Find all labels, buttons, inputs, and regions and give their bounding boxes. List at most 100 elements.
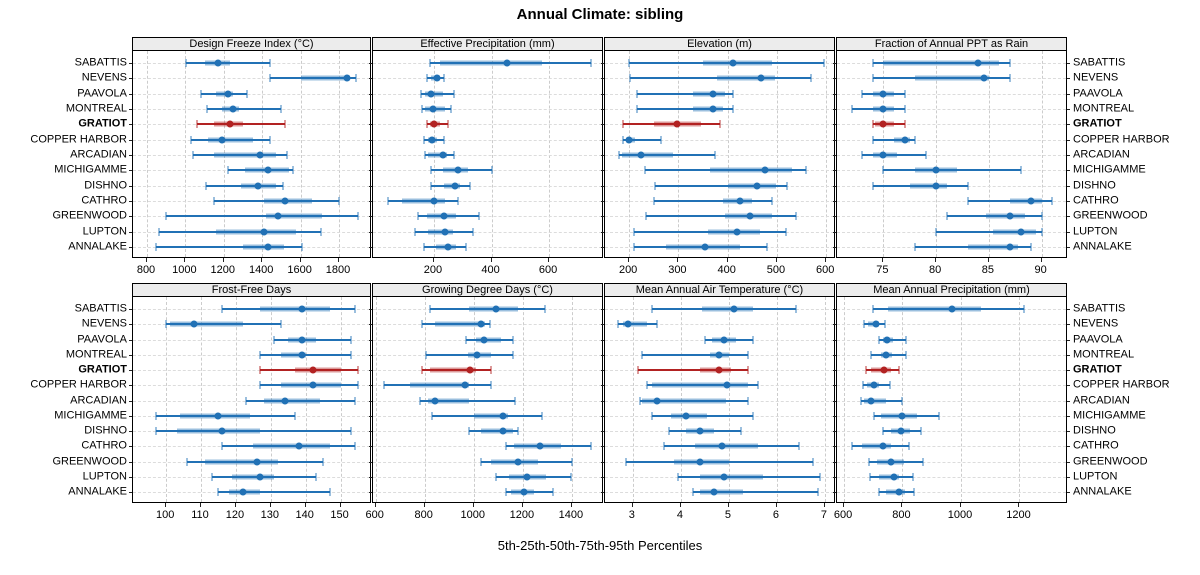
median-dot (218, 427, 226, 435)
median-dot (190, 320, 198, 328)
row-tick-right (1067, 216, 1070, 218)
median-dot (1006, 243, 1014, 251)
whisker-endcap (386, 197, 389, 205)
whisker-endcap (652, 197, 655, 205)
whisker-endcap (425, 74, 428, 83)
percentile-whisker (246, 399, 355, 402)
median-dot (720, 473, 728, 481)
row-tick-left (833, 324, 836, 326)
whisker-endcap (747, 366, 750, 374)
site-label-left: NEVENS (81, 71, 127, 84)
whisker-endcap (420, 105, 423, 113)
whisker-endcap (1051, 197, 1054, 205)
x-axis-label: 5th-25th-50th-75th-95th Percentiles (497, 538, 703, 553)
percentile-whisker (872, 138, 916, 141)
axis-tick (631, 503, 633, 507)
panel-title: Elevation (m) (604, 37, 835, 51)
whisker-endcap (337, 197, 340, 205)
row-tick-left (369, 492, 372, 493)
site-label-right: GRATIOT (1073, 363, 1122, 376)
median-dot (523, 473, 530, 481)
row-tick-left (601, 78, 604, 80)
whisker-endcap (904, 350, 907, 359)
whisker-endcap (628, 59, 631, 67)
median-dot (880, 366, 888, 374)
row-tick-left (601, 201, 604, 202)
site-label-right: MONTREAL (1073, 102, 1135, 115)
percentile-whisker (422, 369, 491, 371)
row-tick-left (833, 78, 836, 80)
gridline-vertical (166, 297, 168, 502)
row-tick-left (601, 324, 604, 326)
whisker-endcap (635, 89, 638, 98)
iqr-band (253, 443, 331, 449)
whisker-endcap (430, 181, 433, 190)
whisker-endcap (651, 411, 654, 420)
whisker-endcap (655, 320, 658, 329)
axis-tick-label: 600 (833, 509, 853, 521)
whisker-endcap (966, 181, 969, 190)
whisker-endcap (422, 135, 425, 144)
axis-tick (261, 258, 263, 262)
whisker-endcap (645, 212, 648, 221)
whisker-endcap (624, 457, 627, 466)
site-label-right: MONTREAL (1073, 348, 1135, 361)
whisker-endcap (465, 243, 468, 251)
row-tick-left (833, 216, 836, 218)
median-dot (428, 136, 436, 144)
whisker-endcap (639, 396, 642, 405)
gridline-vertical (201, 297, 203, 502)
panel-7 (836, 297, 1067, 503)
median-dot (932, 166, 940, 174)
site-label-right: PAAVOLA (1073, 333, 1123, 345)
axis-tick-label: 500 (766, 264, 786, 276)
axis-tick (548, 258, 550, 262)
whisker-endcap (357, 366, 360, 374)
row-tick-left (369, 155, 372, 156)
row-tick-right (1067, 446, 1070, 448)
whisker-endcap (259, 381, 262, 390)
iqr-band (700, 367, 732, 373)
percentile-whisker (466, 338, 513, 341)
gridline-horizontal (605, 324, 834, 326)
percentile-whisker (191, 138, 270, 141)
whisker-endcap (220, 442, 223, 451)
axis-tick-label: 300 (668, 264, 687, 276)
gridline-vertical (988, 51, 990, 257)
row-tick-left (833, 124, 836, 126)
axis-tick-label: 200 (423, 264, 443, 276)
whisker-endcap (291, 166, 294, 175)
median-dot (480, 336, 488, 343)
row-tick-left (601, 354, 604, 356)
whisker-endcap (877, 335, 880, 344)
whisker-endcap (259, 350, 262, 359)
median-dot (477, 320, 485, 328)
iqr-band (204, 459, 278, 464)
iqr-band (281, 352, 306, 358)
percentile-whisker (692, 491, 818, 493)
site-label-right: ARCADIAN (1073, 148, 1130, 161)
row-tick-left (129, 170, 132, 172)
gridline-horizontal (837, 476, 1066, 478)
site-label-left: PAAVOLA (77, 333, 127, 345)
median-dot (761, 166, 769, 174)
gridline-vertical (844, 297, 846, 502)
median-dot (757, 74, 765, 82)
whisker-endcap (756, 381, 759, 390)
axis-tick (843, 503, 845, 507)
row-tick-left (601, 93, 604, 95)
median-dot (696, 427, 704, 435)
gridline-vertical (727, 51, 729, 257)
whisker-endcap (453, 89, 456, 98)
whisker-endcap (512, 335, 515, 344)
whisker-endcap (489, 366, 492, 374)
median-dot (224, 90, 232, 98)
axis-tick-label: 120 (225, 509, 245, 521)
median-dot (897, 427, 905, 435)
axis-tick (825, 258, 827, 262)
gridline-horizontal (837, 339, 1066, 341)
row-tick-left (129, 385, 132, 387)
iqr-band (481, 428, 514, 434)
gridline-horizontal (373, 139, 602, 141)
whisker-endcap (357, 381, 360, 390)
